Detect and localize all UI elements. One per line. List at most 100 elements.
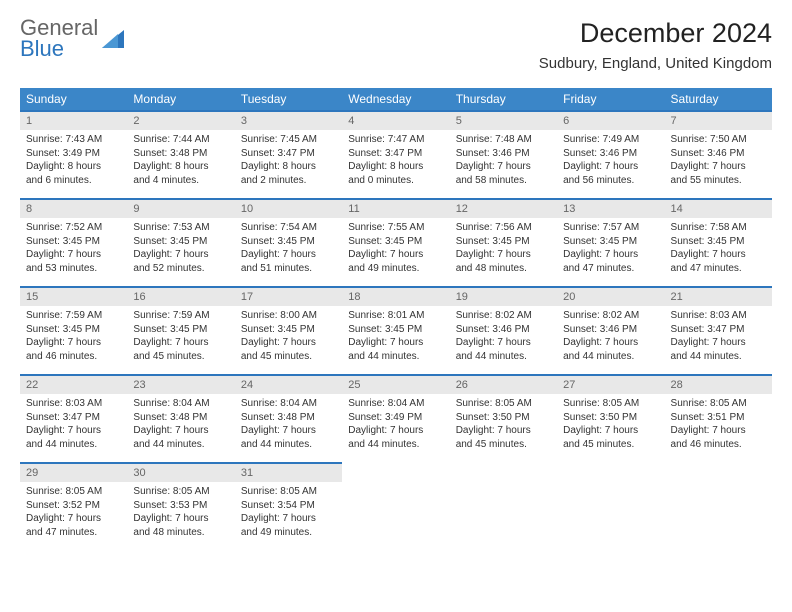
- weekday-header: Friday: [557, 88, 664, 110]
- calendar-cell: 18Sunrise: 8:01 AMSunset: 3:45 PMDayligh…: [342, 286, 449, 374]
- daylight-text-1: Daylight: 7 hours: [671, 424, 766, 438]
- day-number: 8: [20, 198, 127, 218]
- calendar-cell: 20Sunrise: 8:02 AMSunset: 3:46 PMDayligh…: [557, 286, 664, 374]
- daylight-text-2: and 48 minutes.: [456, 262, 551, 276]
- calendar-row: 22Sunrise: 8:03 AMSunset: 3:47 PMDayligh…: [20, 374, 772, 462]
- daylight-text-2: and 0 minutes.: [348, 174, 443, 188]
- daylight-text-2: and 45 minutes.: [456, 438, 551, 452]
- day-number: 3: [235, 110, 342, 130]
- daylight-text-1: Daylight: 7 hours: [671, 248, 766, 262]
- sunset-text: Sunset: 3:45 PM: [133, 323, 228, 337]
- daylight-text-2: and 44 minutes.: [348, 438, 443, 452]
- daylight-text-2: and 4 minutes.: [133, 174, 228, 188]
- calendar-row: 1Sunrise: 7:43 AMSunset: 3:49 PMDaylight…: [20, 110, 772, 198]
- daylight-text-1: Daylight: 8 hours: [133, 160, 228, 174]
- daylight-text-2: and 44 minutes.: [456, 350, 551, 364]
- weekday-header: Monday: [127, 88, 234, 110]
- day-details: Sunrise: 7:59 AMSunset: 3:45 PMDaylight:…: [127, 306, 234, 367]
- daylight-text-2: and 55 minutes.: [671, 174, 766, 188]
- daylight-text-1: Daylight: 7 hours: [241, 512, 336, 526]
- day-number: 15: [20, 286, 127, 306]
- day-details: Sunrise: 7:48 AMSunset: 3:46 PMDaylight:…: [450, 130, 557, 191]
- sunrise-text: Sunrise: 8:05 AM: [563, 397, 658, 411]
- sunrise-text: Sunrise: 8:03 AM: [671, 309, 766, 323]
- daylight-text-2: and 51 minutes.: [241, 262, 336, 276]
- daylight-text-2: and 44 minutes.: [563, 350, 658, 364]
- daylight-text-2: and 44 minutes.: [671, 350, 766, 364]
- daylight-text-2: and 44 minutes.: [133, 438, 228, 452]
- calendar-cell: 17Sunrise: 8:00 AMSunset: 3:45 PMDayligh…: [235, 286, 342, 374]
- daylight-text-1: Daylight: 7 hours: [26, 248, 121, 262]
- calendar-cell-empty: .: [557, 462, 664, 550]
- daylight-text-2: and 49 minutes.: [348, 262, 443, 276]
- day-details: Sunrise: 7:50 AMSunset: 3:46 PMDaylight:…: [665, 130, 772, 191]
- daylight-text-2: and 45 minutes.: [133, 350, 228, 364]
- sunrise-text: Sunrise: 7:50 AM: [671, 133, 766, 147]
- daylight-text-1: Daylight: 7 hours: [456, 160, 551, 174]
- day-number: 20: [557, 286, 664, 306]
- daylight-text-1: Daylight: 7 hours: [348, 248, 443, 262]
- sunrise-text: Sunrise: 7:59 AM: [133, 309, 228, 323]
- day-number: 11: [342, 198, 449, 218]
- day-details: Sunrise: 7:47 AMSunset: 3:47 PMDaylight:…: [342, 130, 449, 191]
- day-number: 16: [127, 286, 234, 306]
- calendar-cell: 19Sunrise: 8:02 AMSunset: 3:46 PMDayligh…: [450, 286, 557, 374]
- calendar-cell: 7Sunrise: 7:50 AMSunset: 3:46 PMDaylight…: [665, 110, 772, 198]
- day-details: Sunrise: 7:53 AMSunset: 3:45 PMDaylight:…: [127, 218, 234, 279]
- weekday-header: Sunday: [20, 88, 127, 110]
- triangle-icon: [100, 28, 126, 50]
- calendar-cell: 13Sunrise: 7:57 AMSunset: 3:45 PMDayligh…: [557, 198, 664, 286]
- sunrise-text: Sunrise: 8:00 AM: [241, 309, 336, 323]
- calendar-cell: 9Sunrise: 7:53 AMSunset: 3:45 PMDaylight…: [127, 198, 234, 286]
- sunrise-text: Sunrise: 7:45 AM: [241, 133, 336, 147]
- calendar-cell: 2Sunrise: 7:44 AMSunset: 3:48 PMDaylight…: [127, 110, 234, 198]
- day-number: 26: [450, 374, 557, 394]
- calendar-cell: 16Sunrise: 7:59 AMSunset: 3:45 PMDayligh…: [127, 286, 234, 374]
- calendar-cell: 3Sunrise: 7:45 AMSunset: 3:47 PMDaylight…: [235, 110, 342, 198]
- calendar-cell-empty: .: [450, 462, 557, 550]
- sunset-text: Sunset: 3:45 PM: [26, 235, 121, 249]
- daylight-text-2: and 46 minutes.: [26, 350, 121, 364]
- day-number: 17: [235, 286, 342, 306]
- sunrise-text: Sunrise: 7:49 AM: [563, 133, 658, 147]
- daylight-text-1: Daylight: 7 hours: [671, 160, 766, 174]
- daylight-text-2: and 58 minutes.: [456, 174, 551, 188]
- calendar-row: 15Sunrise: 7:59 AMSunset: 3:45 PMDayligh…: [20, 286, 772, 374]
- calendar-cell: 26Sunrise: 8:05 AMSunset: 3:50 PMDayligh…: [450, 374, 557, 462]
- day-details: Sunrise: 7:54 AMSunset: 3:45 PMDaylight:…: [235, 218, 342, 279]
- daylight-text-1: Daylight: 7 hours: [563, 336, 658, 350]
- sunrise-text: Sunrise: 7:48 AM: [456, 133, 551, 147]
- daylight-text-2: and 46 minutes.: [671, 438, 766, 452]
- day-details: Sunrise: 8:05 AMSunset: 3:54 PMDaylight:…: [235, 482, 342, 543]
- sunrise-text: Sunrise: 8:05 AM: [671, 397, 766, 411]
- sunset-text: Sunset: 3:45 PM: [456, 235, 551, 249]
- day-number: 7: [665, 110, 772, 130]
- day-details: Sunrise: 8:03 AMSunset: 3:47 PMDaylight:…: [20, 394, 127, 455]
- daylight-text-2: and 56 minutes.: [563, 174, 658, 188]
- day-details: Sunrise: 8:02 AMSunset: 3:46 PMDaylight:…: [557, 306, 664, 367]
- daylight-text-2: and 52 minutes.: [133, 262, 228, 276]
- day-details: Sunrise: 7:45 AMSunset: 3:47 PMDaylight:…: [235, 130, 342, 191]
- daylight-text-2: and 2 minutes.: [241, 174, 336, 188]
- calendar-cell: 1Sunrise: 7:43 AMSunset: 3:49 PMDaylight…: [20, 110, 127, 198]
- daylight-text-2: and 48 minutes.: [133, 526, 228, 540]
- sunrise-text: Sunrise: 8:05 AM: [456, 397, 551, 411]
- calendar-cell-empty: .: [342, 462, 449, 550]
- day-number: 4: [342, 110, 449, 130]
- sunset-text: Sunset: 3:48 PM: [241, 411, 336, 425]
- sunset-text: Sunset: 3:45 PM: [133, 235, 228, 249]
- day-number: 28: [665, 374, 772, 394]
- daylight-text-1: Daylight: 7 hours: [241, 336, 336, 350]
- daylight-text-1: Daylight: 7 hours: [456, 336, 551, 350]
- day-number: 5: [450, 110, 557, 130]
- daylight-text-1: Daylight: 7 hours: [133, 248, 228, 262]
- sunrise-text: Sunrise: 8:03 AM: [26, 397, 121, 411]
- day-details: Sunrise: 8:05 AMSunset: 3:53 PMDaylight:…: [127, 482, 234, 543]
- sunrise-text: Sunrise: 8:02 AM: [456, 309, 551, 323]
- sunset-text: Sunset: 3:45 PM: [563, 235, 658, 249]
- day-number: 14: [665, 198, 772, 218]
- day-number: 1: [20, 110, 127, 130]
- daylight-text-2: and 47 minutes.: [26, 526, 121, 540]
- day-number: 2: [127, 110, 234, 130]
- daylight-text-1: Daylight: 7 hours: [26, 512, 121, 526]
